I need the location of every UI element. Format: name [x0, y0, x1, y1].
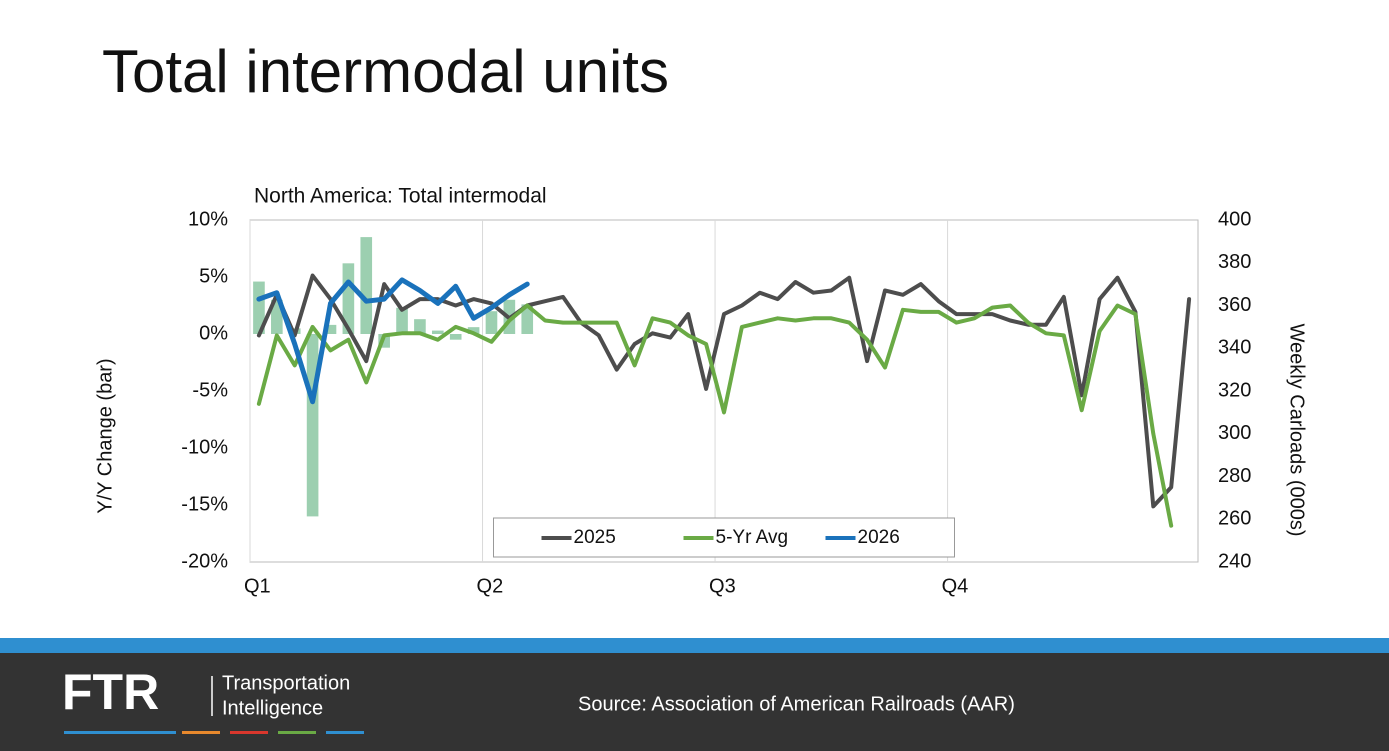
bar	[396, 307, 408, 334]
y-tick-label: -20%	[181, 550, 228, 572]
bar	[467, 327, 480, 334]
y2-tick-label: 400	[1218, 208, 1251, 230]
legend-label: 2025	[574, 527, 616, 548]
y2-tick-label: 300	[1218, 422, 1251, 444]
logo-text: Transportation	[222, 672, 350, 694]
source: Source: Association of American Railroad…	[578, 693, 1015, 715]
y2-tick-label: 320	[1218, 379, 1251, 401]
bar	[306, 334, 319, 517]
bar	[324, 324, 337, 334]
y-tick-label: -15%	[181, 493, 228, 515]
logo-underline	[64, 731, 364, 734]
x-tick-label: Q3	[709, 575, 736, 597]
legend: 2025 5-Yr Avg 2026	[493, 517, 955, 558]
y2-tick-label: 260	[1218, 508, 1251, 530]
y2-tick-label: 240	[1218, 550, 1251, 572]
legend-label: 2026	[858, 527, 900, 548]
bar	[431, 330, 444, 334]
legend-label: 5-Yr Avg	[716, 527, 789, 548]
x-tick-label: Q2	[477, 575, 504, 597]
bar	[521, 304, 534, 334]
bar	[485, 311, 498, 334]
bar	[449, 334, 462, 340]
bar	[414, 319, 426, 334]
chart-title: North America: Total intermodal	[254, 185, 547, 208]
y2-tick-label: 340	[1218, 337, 1251, 359]
y-tick-label: -5%	[192, 379, 228, 401]
y2-tick-label: 380	[1218, 251, 1251, 273]
line-series	[256, 303, 1174, 528]
line-series	[256, 277, 530, 405]
footer	[0, 653, 1389, 751]
footer-stripe	[0, 638, 1389, 653]
y-tick-label: 0%	[199, 322, 228, 344]
bar	[271, 299, 283, 334]
bar	[253, 281, 265, 334]
plot	[249, 219, 1199, 563]
plot-frame	[249, 219, 1199, 563]
legend-box	[493, 517, 955, 558]
bar	[342, 263, 355, 334]
bar	[360, 237, 373, 334]
y2-axis-label: Weekly Carloads (000s)	[1286, 323, 1308, 536]
y-axis-label: Y/Y Change (bar)	[94, 358, 116, 513]
y2-tick-label: 280	[1218, 465, 1251, 487]
x-tick-label: Q1	[244, 575, 271, 597]
y-tick-label: 5%	[199, 265, 228, 287]
slide-title: Total intermodal units	[102, 38, 669, 105]
y2-tick-label: 360	[1218, 294, 1251, 316]
y-tick-label: 10%	[188, 208, 228, 230]
y-tick-label: -10%	[181, 436, 228, 458]
logo-text: Intelligence	[222, 697, 323, 719]
logo-mark: FTR	[62, 664, 159, 720]
x-tick-label: Q4	[942, 575, 969, 597]
